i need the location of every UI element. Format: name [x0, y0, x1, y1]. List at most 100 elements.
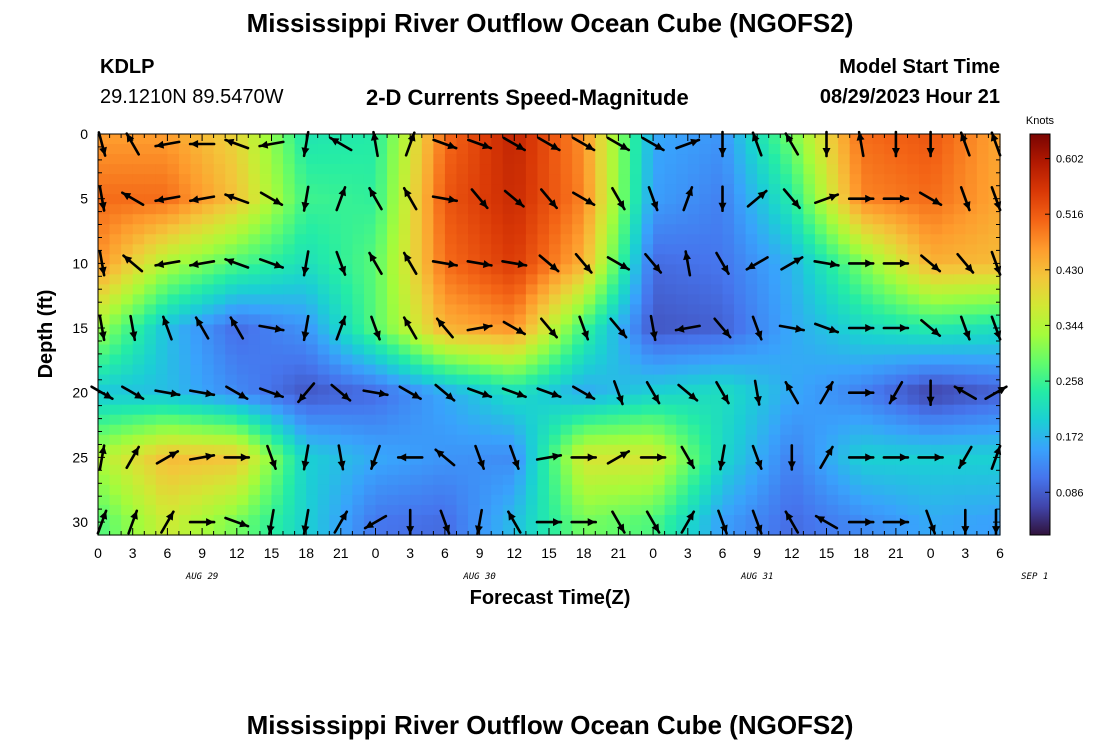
heatmap-cell — [549, 154, 562, 165]
x-tick-label: 15 — [819, 545, 835, 561]
heatmap-cell — [583, 314, 596, 326]
heatmap-cell — [849, 144, 862, 155]
heatmap-cell — [294, 384, 307, 396]
heatmap-cell — [549, 284, 562, 296]
heatmap-cell — [780, 464, 793, 476]
heatmap-cell — [514, 434, 527, 446]
heatmap-cell — [410, 484, 423, 496]
heatmap-cell — [826, 274, 839, 285]
heatmap-cell — [109, 244, 122, 255]
heatmap-cell — [456, 424, 469, 436]
heatmap-cell — [167, 504, 180, 516]
heatmap-cell — [190, 424, 203, 436]
heatmap-cell — [525, 514, 539, 526]
heatmap-cell — [190, 294, 203, 306]
heatmap-cell — [502, 374, 515, 386]
heatmap-cell — [988, 414, 1001, 426]
heatmap-cell — [872, 374, 885, 386]
heatmap-cell — [780, 324, 793, 336]
heatmap-cell — [525, 194, 539, 205]
heatmap-cell — [491, 514, 504, 526]
heatmap-cell — [595, 384, 608, 396]
heatmap-cell — [271, 344, 284, 356]
heatmap-cell — [213, 274, 226, 285]
heatmap-cell — [641, 344, 654, 356]
heatmap-cell — [849, 424, 862, 436]
heatmap-cell — [375, 304, 388, 316]
heatmap-cell — [271, 454, 284, 466]
heatmap-cell — [907, 174, 920, 185]
heatmap-cell — [190, 164, 203, 175]
heatmap-cell — [421, 424, 434, 436]
heatmap-cell — [988, 334, 1001, 346]
heatmap-cell — [699, 164, 712, 175]
heatmap-cell — [444, 254, 458, 265]
heatmap-cell — [248, 144, 261, 155]
current-vector-arrow — [813, 259, 840, 268]
heatmap-cell — [190, 184, 203, 195]
heatmap-cell — [202, 524, 215, 536]
heatmap-cell — [560, 184, 573, 195]
heatmap-cell — [803, 484, 816, 496]
heatmap-cell — [225, 304, 238, 316]
heatmap-cell — [444, 164, 458, 175]
heatmap-cell — [942, 334, 955, 346]
heatmap-cell — [595, 504, 608, 516]
heatmap-cell — [618, 404, 631, 416]
heatmap-cell — [560, 364, 573, 376]
heatmap-cell — [757, 384, 770, 396]
heatmap-cell — [352, 504, 365, 516]
colorbar-unit: Knots — [1026, 115, 1055, 127]
heatmap-cell — [259, 254, 273, 265]
current-vector-arrow — [780, 256, 804, 271]
heatmap-cell — [907, 444, 920, 456]
heatmap-cell — [340, 434, 354, 446]
heatmap-cell — [375, 524, 388, 536]
heatmap-cell — [734, 304, 747, 316]
heatmap-cell — [757, 144, 770, 155]
heatmap-cell — [537, 154, 550, 165]
heatmap-cell — [410, 324, 423, 336]
heatmap-cell — [109, 174, 122, 185]
heatmap-cell — [202, 134, 215, 145]
current-vector-arrow — [888, 380, 904, 405]
heatmap-cell — [849, 374, 862, 386]
heatmap-cell — [687, 404, 700, 416]
heatmap-cell — [375, 424, 388, 436]
heatmap-cell — [213, 484, 226, 496]
heatmap-cell — [363, 414, 377, 426]
heatmap-cell — [629, 234, 643, 245]
heatmap-cell — [653, 394, 666, 406]
heatmap-cell — [155, 474, 168, 486]
heatmap-cell — [572, 454, 585, 466]
heatmap-cell — [549, 164, 562, 175]
heatmap-cell — [317, 244, 330, 255]
heatmap-cell — [664, 214, 677, 225]
heatmap-cell — [109, 364, 122, 376]
current-vector-arrow — [189, 389, 216, 398]
heatmap-cell — [433, 234, 446, 245]
heatmap-cell — [410, 334, 423, 346]
heatmap-cell — [618, 454, 631, 466]
heatmap-cell — [317, 314, 330, 326]
heatmap-cell — [491, 474, 504, 486]
heatmap-cell — [525, 494, 539, 506]
y-tick-label: 30 — [72, 514, 88, 530]
heatmap-cell — [340, 204, 354, 215]
heatmap-cell — [190, 384, 203, 396]
heatmap-cell — [352, 524, 365, 536]
heatmap-cell — [780, 344, 793, 356]
heatmap-cell — [306, 354, 319, 366]
heatmap-cell — [363, 354, 377, 366]
heatmap-cell — [849, 154, 862, 165]
heatmap-cell — [606, 344, 619, 356]
heatmap-cell — [838, 514, 851, 526]
heatmap-cell — [410, 404, 423, 416]
heatmap-cell — [121, 444, 134, 456]
heatmap-cell — [190, 524, 203, 536]
heatmap-cell — [780, 184, 793, 195]
heatmap-cell — [676, 154, 689, 165]
heatmap-cell — [387, 484, 400, 496]
heatmap-cell — [121, 364, 134, 376]
heatmap-cell — [676, 434, 689, 446]
